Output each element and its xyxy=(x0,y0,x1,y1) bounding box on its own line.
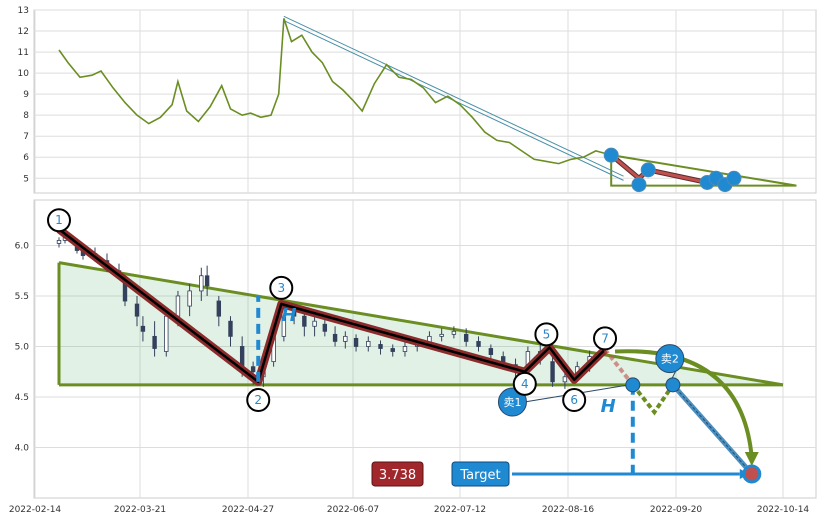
sell-marker xyxy=(655,344,685,374)
xtick-label: 2022-09-20 xyxy=(650,505,703,515)
top-panel-frame xyxy=(33,9,817,194)
bottom-panel-ytick-label: 4.0 xyxy=(15,443,30,453)
candle-body xyxy=(353,337,359,347)
candle-body xyxy=(439,333,444,337)
candle-body xyxy=(322,323,328,332)
pivot-label: 4 xyxy=(521,377,529,391)
candle-body xyxy=(390,348,395,352)
candle-body xyxy=(378,344,383,349)
candle-body xyxy=(140,325,146,332)
target-badge xyxy=(451,461,510,487)
pivot-label: 6 xyxy=(570,393,578,407)
candle-body xyxy=(228,320,233,337)
top-panel-ytick-label: 7 xyxy=(23,132,29,142)
candle-body xyxy=(366,341,371,347)
top-marker xyxy=(726,170,742,186)
top-price-line xyxy=(58,18,612,165)
candle-body xyxy=(56,240,62,244)
pivot-circle xyxy=(562,388,587,413)
candle-body xyxy=(152,335,157,349)
xtick-label: 2022-07-12 xyxy=(434,505,486,515)
xtick-label: 2022-03-21 xyxy=(114,505,166,515)
top-trendline xyxy=(283,15,624,177)
pivot-circle xyxy=(246,388,271,413)
target-value-badge xyxy=(371,461,424,487)
candle-body xyxy=(250,366,256,373)
candle-body xyxy=(463,333,469,342)
top-panel-ytick-label: 10 xyxy=(18,69,30,79)
candle-body xyxy=(204,275,210,287)
top-panel-ytick-label: 9 xyxy=(23,90,29,100)
candle-body xyxy=(312,320,317,327)
top-panel-ytick-label: 5 xyxy=(23,174,29,184)
candle-body xyxy=(199,275,204,292)
candle-body xyxy=(332,333,338,342)
projection-segment xyxy=(631,383,675,416)
pivot-circle xyxy=(593,326,618,351)
xtick-label: 2022-10-14 xyxy=(757,505,810,515)
target-value-text: 3.738 xyxy=(379,468,416,483)
sell-marker-label: 卖2 xyxy=(661,353,679,366)
candle-body xyxy=(562,376,568,383)
candle-body xyxy=(164,315,169,352)
top-panel-ytick-label: 8 xyxy=(23,111,29,121)
pivot-label: 2 xyxy=(254,393,262,407)
target-arrow xyxy=(614,349,754,459)
candle-body xyxy=(343,335,348,342)
h-label: H xyxy=(601,396,616,417)
h-label: H xyxy=(281,305,296,326)
candle-body xyxy=(500,356,506,363)
bottom-panel-ytick-label: 4.5 xyxy=(15,393,29,403)
top-marker xyxy=(603,147,619,163)
candle-body xyxy=(134,303,140,317)
pivot-label: 7 xyxy=(601,331,609,345)
sell-point xyxy=(625,377,641,393)
candle-body xyxy=(476,341,481,347)
pivot-circle xyxy=(534,322,559,347)
bottom-panel-ytick-label: 5.0 xyxy=(15,342,30,352)
candle-body xyxy=(488,348,494,355)
top-panel-ytick-label: 12 xyxy=(18,27,29,37)
candle-body xyxy=(175,295,181,317)
candle-body xyxy=(402,346,408,352)
sell-point xyxy=(665,377,681,393)
top-panel-ytick-label: 6 xyxy=(23,153,29,163)
pivot-circle xyxy=(512,371,537,396)
candle-body xyxy=(302,315,307,327)
bottom-panel-ytick-label: 5.5 xyxy=(15,292,29,302)
candle-body xyxy=(550,361,555,383)
xtick-label: 2022-08-16 xyxy=(542,505,595,515)
bottom-panel-ytick-label: 6.0 xyxy=(15,241,30,251)
top-panel-ytick-label: 11 xyxy=(18,48,29,58)
pivot-label: 1 xyxy=(55,213,63,227)
top-marker xyxy=(640,162,656,178)
pivot-label: 5 xyxy=(543,327,551,341)
top-marker xyxy=(631,177,647,193)
candle-body xyxy=(216,300,222,317)
candle-body xyxy=(451,330,457,335)
xtick-label: 2022-06-07 xyxy=(327,505,379,515)
xtick-label: 2022-02-14 xyxy=(9,505,62,515)
sell-marker xyxy=(497,387,527,417)
projection-segment xyxy=(671,383,754,476)
sell-marker-label: 卖1 xyxy=(503,396,521,409)
top-panel-ytick-label: 13 xyxy=(18,6,29,16)
target-arrow-head xyxy=(744,451,759,466)
target-badge-label: Target xyxy=(459,468,500,483)
pivot-label: 3 xyxy=(277,281,285,295)
target-point xyxy=(742,464,762,484)
pivot-circle xyxy=(269,275,294,300)
xtick-label: 2022-04-27 xyxy=(222,505,274,515)
candle-body xyxy=(187,290,192,307)
pivot-circle xyxy=(47,208,71,233)
